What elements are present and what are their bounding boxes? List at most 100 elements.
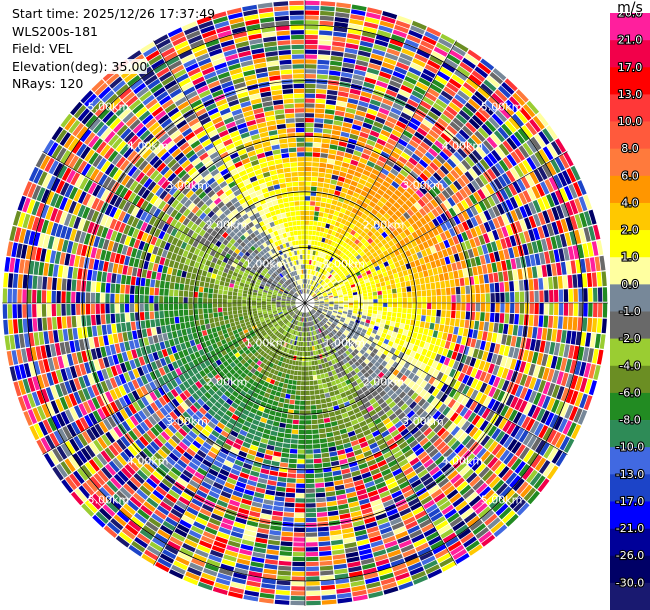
velocity-gate xyxy=(443,176,453,186)
velocity-gate xyxy=(314,330,317,335)
velocity-gate xyxy=(322,292,327,295)
velocity-gate xyxy=(310,326,313,331)
velocity-gate xyxy=(554,303,559,316)
velocity-gate xyxy=(179,547,194,557)
velocity-gate xyxy=(560,402,569,417)
velocity-gate xyxy=(492,229,500,241)
velocity-gate xyxy=(188,461,199,471)
velocity-gate xyxy=(383,586,399,595)
velocity-gate xyxy=(501,226,509,238)
velocity-gate xyxy=(368,254,374,261)
velocity-gate xyxy=(422,356,430,365)
velocity-gate xyxy=(118,385,127,396)
velocity-gate xyxy=(339,272,344,277)
velocity-gate xyxy=(299,410,305,415)
velocity-gate xyxy=(528,201,537,215)
velocity-gate xyxy=(98,421,109,433)
velocity-gate xyxy=(591,318,598,333)
velocity-gate xyxy=(529,118,541,133)
velocity-gate xyxy=(460,86,473,98)
velocity-gate xyxy=(539,460,551,474)
velocity-gate xyxy=(402,329,409,336)
velocity-gate xyxy=(491,92,505,106)
velocity-gate xyxy=(192,440,202,449)
velocity-gate xyxy=(446,158,457,169)
velocity-gate xyxy=(336,269,341,274)
velocity-gate xyxy=(392,256,398,263)
velocity-gate xyxy=(328,75,340,81)
velocity-gate xyxy=(336,332,341,337)
velocity-gate xyxy=(369,248,376,254)
velocity-gate xyxy=(363,303,368,306)
velocity-gate xyxy=(252,392,259,399)
velocity-gate xyxy=(391,521,405,531)
velocity-gate xyxy=(254,542,267,549)
velocity-gate xyxy=(488,116,500,129)
velocity-gate xyxy=(284,331,288,337)
velocity-gate xyxy=(453,477,465,488)
velocity-gate xyxy=(280,457,289,463)
velocity-gate xyxy=(310,285,313,290)
velocity-gate xyxy=(305,425,312,430)
velocity-gate xyxy=(367,421,376,429)
velocity-gate xyxy=(390,463,400,472)
velocity-gate xyxy=(436,225,444,234)
velocity-gate xyxy=(293,325,297,330)
velocity-gate xyxy=(308,326,311,332)
velocity-gate xyxy=(475,111,487,123)
velocity-gate xyxy=(486,75,500,88)
velocity-gate xyxy=(265,449,274,456)
velocity-gate xyxy=(510,209,519,222)
velocity-gate xyxy=(342,225,349,231)
velocity-gate xyxy=(211,429,220,438)
velocity-gate xyxy=(360,260,366,266)
velocity-gate xyxy=(329,338,334,344)
velocity-gate xyxy=(348,185,356,192)
velocity-gate xyxy=(246,365,253,371)
velocity-gate xyxy=(329,70,341,76)
velocity-gate xyxy=(354,239,360,245)
velocity-gate xyxy=(402,354,409,361)
velocity-gate xyxy=(509,235,517,247)
velocity-gate xyxy=(112,457,124,470)
velocity-gate xyxy=(312,265,315,270)
velocity-gate xyxy=(333,282,339,286)
velocity-gate xyxy=(380,66,394,75)
velocity-gate xyxy=(205,340,212,347)
velocity-gate xyxy=(305,25,319,30)
velocity-gate xyxy=(326,273,331,278)
velocity-gate xyxy=(341,287,347,291)
velocity-gate xyxy=(363,234,370,241)
velocity-gate xyxy=(387,217,395,225)
velocity-gate xyxy=(487,195,496,207)
velocity-gate xyxy=(484,283,490,293)
velocity-gate xyxy=(593,224,601,240)
velocity-gate xyxy=(392,29,407,38)
velocity-gate xyxy=(332,329,338,334)
velocity-gate xyxy=(155,561,170,573)
velocity-gate xyxy=(278,472,288,478)
velocity-gate xyxy=(441,462,452,473)
velocity-gate xyxy=(375,176,384,184)
velocity-gate xyxy=(300,395,305,401)
velocity-gate xyxy=(297,326,300,331)
velocity-gate xyxy=(402,80,415,90)
velocity-gate xyxy=(363,325,369,331)
velocity-gate xyxy=(413,430,423,439)
velocity-gate xyxy=(305,390,310,396)
velocity-gate xyxy=(316,283,320,288)
velocity-gate xyxy=(295,503,305,508)
velocity-gate xyxy=(344,421,352,428)
velocity-gate xyxy=(385,89,398,98)
velocity-gate xyxy=(316,256,320,262)
velocity-gate xyxy=(289,329,294,334)
velocity-gate xyxy=(305,415,312,420)
velocity-gate xyxy=(392,563,407,572)
velocity-gate xyxy=(310,265,313,270)
velocity-gate xyxy=(315,196,322,202)
velocity-gate xyxy=(326,321,331,326)
velocity-gate xyxy=(389,553,403,563)
velocity-gate xyxy=(529,338,536,351)
velocity-gate xyxy=(449,121,461,132)
velocity-gate xyxy=(419,257,425,265)
